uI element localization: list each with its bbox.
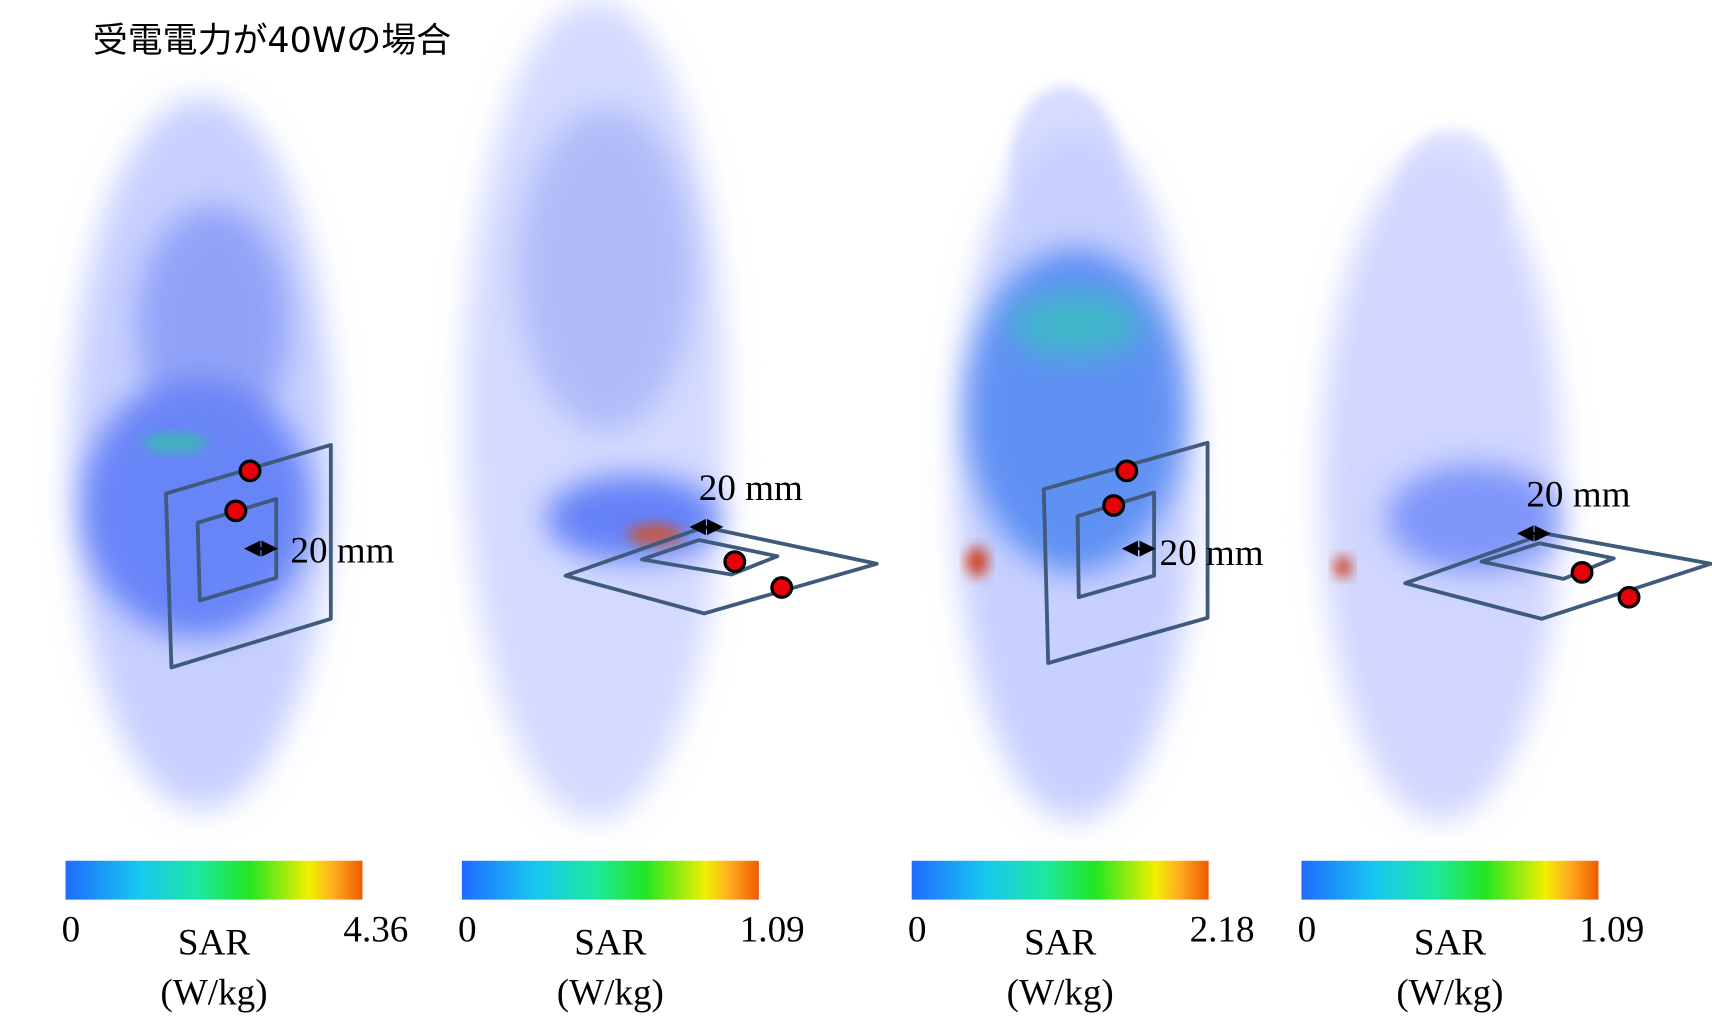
colorbar-label: SAR: [178, 922, 251, 963]
colorbar-min: 0: [908, 909, 927, 950]
colorbar: [1301, 861, 1598, 900]
body-2: [464, 0, 726, 821]
colorbar-max: 2.18: [1190, 909, 1255, 950]
title: 受電電力が40Wの場合: [93, 21, 451, 61]
colorbar-min: 0: [1298, 909, 1317, 950]
distance-label: 20 mm: [1160, 532, 1264, 573]
colorbar-label: SAR: [1024, 922, 1097, 963]
colorbar-min: 0: [458, 909, 477, 950]
body-3: [955, 86, 1195, 820]
body-1: [71, 97, 333, 810]
colorbar-unit: (W/kg): [557, 972, 664, 1014]
colorbar: [912, 861, 1209, 900]
distance-label: 20 mm: [1526, 474, 1630, 515]
colorbar-max: 1.09: [740, 909, 805, 950]
colorbar-max: 1.09: [1579, 909, 1644, 950]
colorbar-unit: (W/kg): [1007, 972, 1114, 1014]
body-4: [1321, 130, 1561, 821]
colorbar-max: 4.36: [343, 909, 408, 950]
figure: 受電電力が40Wの場合: [0, 0, 1712, 1026]
colorbar-unit: (W/kg): [160, 972, 267, 1014]
colorbar-label: SAR: [1414, 922, 1487, 963]
distance-label: 20 mm: [699, 467, 803, 508]
colorbar-unit: (W/kg): [1396, 972, 1503, 1014]
colorbar: [462, 861, 759, 900]
colorbar-min: 0: [62, 909, 81, 950]
colorbar: [66, 861, 363, 900]
colorbar-label: SAR: [574, 922, 647, 963]
distance-label: 20 mm: [290, 530, 394, 571]
